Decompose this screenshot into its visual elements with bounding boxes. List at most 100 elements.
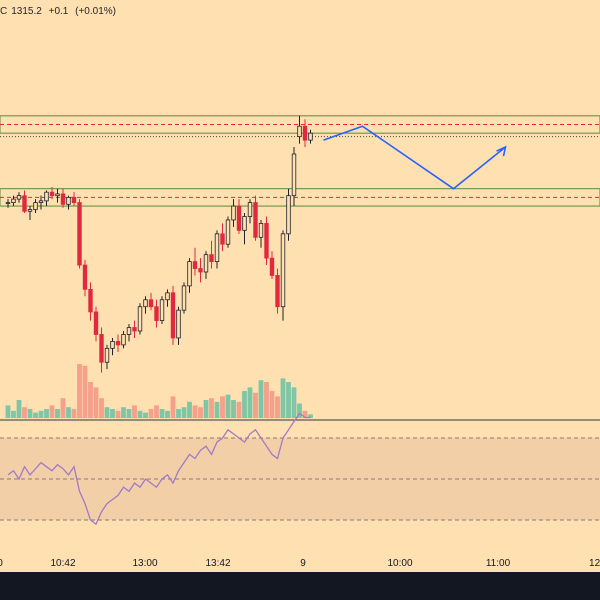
candle-body [181, 285, 187, 311]
volume-bar [121, 407, 126, 418]
projection-path [323, 125, 507, 190]
volume-bar [297, 403, 302, 418]
candle-body [302, 125, 308, 141]
volume-bar [214, 401, 220, 418]
volume-bar [148, 409, 154, 418]
time-axis-label: 9 [300, 558, 306, 569]
candle-body [225, 219, 231, 245]
symbol-header: C 1315.2 +0.1 (+0.01%) [0, 6, 120, 24]
volume-bar [165, 410, 170, 418]
time-axis-label: 13:00 [132, 558, 158, 569]
volume-bar [236, 401, 242, 418]
time-axis-label: 12: [589, 558, 600, 569]
volume-bar [55, 409, 60, 418]
candle-body [38, 200, 44, 203]
price-chart[interactable] [0, 0, 600, 572]
volume-bar [126, 409, 132, 418]
volume-bar [176, 409, 181, 418]
candle-body [220, 233, 225, 245]
volume-bar [16, 400, 22, 418]
volume-bar [280, 378, 286, 418]
volume-bar [291, 387, 297, 418]
candle-body [110, 341, 115, 349]
candle-body [269, 257, 275, 276]
candle-body [60, 193, 66, 205]
candle-body [280, 233, 286, 308]
candle-body [187, 261, 192, 287]
candle-body [22, 195, 27, 212]
volume-bar [99, 398, 104, 418]
candle-body [170, 292, 176, 339]
volume-bar [198, 407, 203, 418]
candle-body [71, 196, 77, 203]
volume-bar [71, 409, 77, 418]
candle-body [44, 191, 49, 202]
volume-bar [181, 407, 187, 418]
volume-bar [154, 405, 159, 418]
candle-body [154, 306, 159, 321]
volume-bar [225, 394, 231, 418]
candle-body [11, 198, 16, 203]
candle-body [247, 202, 253, 217]
candle-body [231, 205, 236, 221]
volume-bar [66, 407, 71, 418]
candle-body [49, 191, 55, 197]
time-axis-label: 11:00 [485, 558, 511, 569]
candle-body [82, 264, 88, 290]
volume-bar [77, 364, 82, 418]
candle-body [77, 202, 82, 266]
volume-bar [104, 407, 110, 418]
candle-body [115, 341, 121, 346]
candle-body [16, 195, 22, 200]
candle-body [99, 334, 104, 363]
volume-bar [22, 407, 27, 418]
volume-bar [209, 398, 214, 418]
volume-bar [115, 410, 121, 418]
candle-body [143, 299, 148, 308]
time-axis-label: 0 [0, 558, 3, 569]
volume-bar [5, 405, 11, 418]
candle-body [198, 268, 203, 273]
last-price: 1315.2 [11, 6, 42, 17]
volume-bar [38, 410, 44, 418]
volume-bar [247, 387, 253, 418]
candle-body [27, 209, 33, 212]
volume-bar [242, 391, 247, 418]
volume-bar [137, 410, 143, 418]
candle-body [264, 223, 269, 259]
time-axis-label: 10:00 [387, 558, 413, 569]
candle-body [258, 223, 264, 238]
candle-body [242, 216, 247, 231]
volume-bar [220, 396, 225, 418]
volume-bar [93, 387, 99, 418]
volume-bar [170, 396, 176, 418]
candle-body [137, 306, 143, 332]
candle-body [165, 292, 170, 301]
price-change: +0.1 [48, 6, 69, 17]
price-change-percent: (+0.01%) [75, 6, 116, 17]
volume-bar [231, 400, 236, 418]
volume-bar [269, 391, 275, 418]
volume-bar [192, 405, 198, 418]
candle-body [132, 327, 137, 332]
volume-bar [187, 401, 192, 418]
candle-body [88, 288, 93, 313]
candle-body [121, 334, 126, 346]
rsi-line [7, 412, 311, 526]
time-axis-label: 10:42 [50, 558, 76, 569]
volume-bar [82, 365, 88, 418]
volume-bar [258, 380, 264, 418]
volume-bar [264, 382, 269, 418]
volume-bar [302, 410, 308, 418]
candle-body [159, 299, 165, 321]
candle-body [236, 205, 242, 231]
candle-body [93, 311, 99, 335]
candle-body [33, 202, 38, 210]
candle-body [66, 196, 71, 205]
bottom-toolbar [0, 572, 600, 600]
volume-bar [203, 400, 209, 418]
volume-bar [308, 414, 313, 418]
candle-body [209, 254, 214, 262]
volume-bar [49, 405, 55, 418]
